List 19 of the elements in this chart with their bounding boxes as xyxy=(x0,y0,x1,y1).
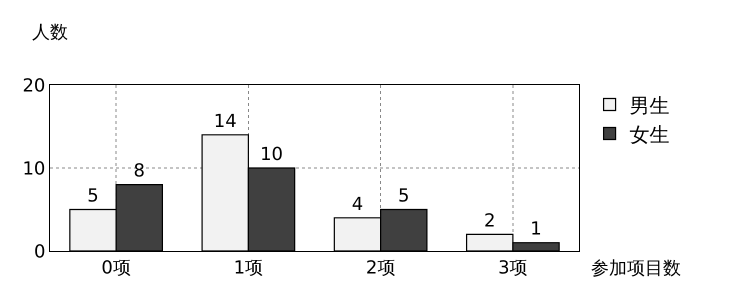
y-tick-label: 20 xyxy=(22,75,46,96)
data-label: 8 xyxy=(134,160,145,182)
data-label: 4 xyxy=(352,194,364,215)
data-label: 14 xyxy=(214,110,237,132)
data-label: 5 xyxy=(87,186,99,206)
x-tick-label: 0项 xyxy=(101,258,131,279)
data-label: 10 xyxy=(260,144,283,165)
data-label: 5 xyxy=(398,186,410,206)
x-tick-label: 2项 xyxy=(366,258,396,279)
y-tick-label: 0 xyxy=(34,241,46,262)
legend-label: 男生 xyxy=(630,93,670,118)
x-tick-label: 3项 xyxy=(498,258,528,279)
y-tick-label: 10 xyxy=(22,158,46,180)
x-axis-title: 参加项目数 xyxy=(591,258,681,279)
legend-label: 女生 xyxy=(630,122,670,146)
x-tick-label: 1项 xyxy=(234,258,264,279)
data-label: 1 xyxy=(530,218,542,240)
y-axis-title: 人数 xyxy=(32,22,68,43)
data-label: 2 xyxy=(484,210,496,232)
